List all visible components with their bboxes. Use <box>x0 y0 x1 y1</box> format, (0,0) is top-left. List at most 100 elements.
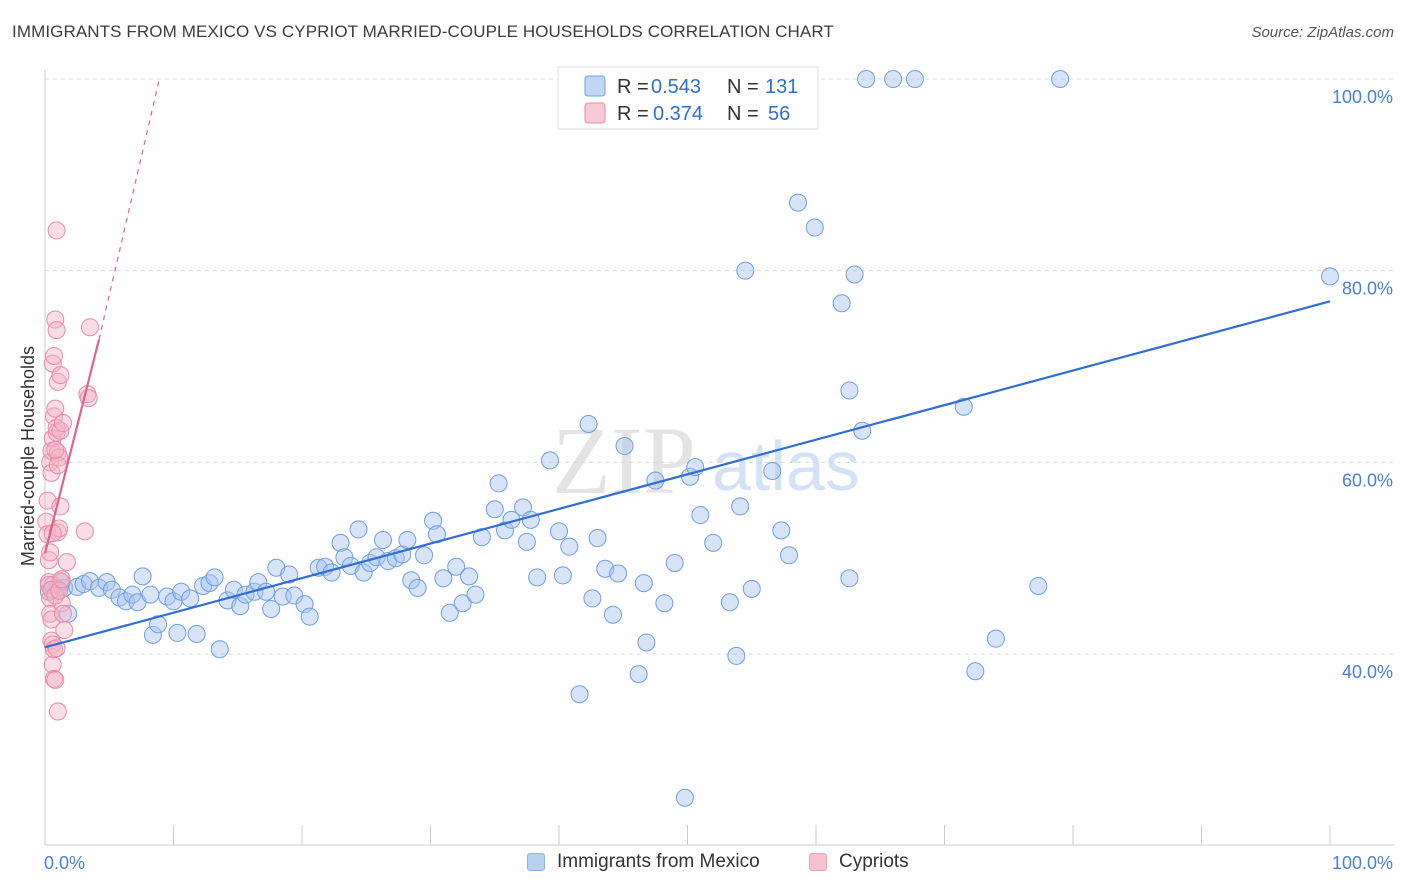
data-point-pink <box>53 414 72 433</box>
legend-n-value-pink: 56 <box>768 103 790 125</box>
data-point-blue <box>349 520 368 539</box>
series-immigrants-from-mexico <box>39 70 1339 807</box>
data-point-blue <box>675 788 694 807</box>
grid-lines <box>45 78 1395 655</box>
data-point-blue <box>588 529 607 548</box>
correlation-legend: R = 0.543 N = 131 R = 0.374 N = 56 <box>557 66 819 130</box>
data-point-pink <box>46 670 65 689</box>
data-point-pink <box>44 669 63 688</box>
legend-n-label-blue: N = <box>727 76 759 98</box>
data-point-blue <box>579 415 598 433</box>
x-tick-labels: 0.0% 100.0% <box>44 853 1393 873</box>
data-point-blue <box>373 530 392 549</box>
data-point-blue <box>354 563 373 582</box>
data-point-blue <box>415 546 434 565</box>
data-point-pink <box>44 346 63 365</box>
data-point-blue <box>231 597 250 616</box>
data-point-blue <box>485 500 504 519</box>
data-point-blue <box>629 665 648 684</box>
data-point-blue <box>181 589 200 608</box>
data-point-blue <box>603 605 622 624</box>
data-point-blue <box>453 594 472 613</box>
data-point-pink <box>42 463 61 482</box>
data-point-blue <box>440 603 459 622</box>
data-point-blue <box>634 574 653 593</box>
data-point-blue <box>408 578 427 597</box>
data-point-blue <box>262 599 281 618</box>
y-tick-label: 40.0% <box>1342 662 1393 682</box>
data-point-blue <box>224 580 243 599</box>
data-point-pink <box>47 221 66 240</box>
legend-swatch-pink <box>584 102 606 124</box>
legend-n-label-pink: N = <box>727 103 759 125</box>
data-point-blue <box>966 662 985 681</box>
data-point-blue <box>460 567 479 586</box>
y-tick-label: 80.0% <box>1342 279 1393 299</box>
data-point-blue <box>560 537 579 556</box>
y-tick-label: 100.0% <box>1332 87 1393 107</box>
data-point-blue <box>905 70 924 88</box>
data-point-blue <box>434 569 453 588</box>
data-point-blue <box>398 530 417 549</box>
legend-swatch-cypriots <box>809 853 827 871</box>
data-point-blue <box>402 571 421 590</box>
trend-line-blue <box>44 300 1331 649</box>
data-point-pink <box>48 702 67 721</box>
data-point-blue <box>727 646 746 665</box>
data-point-blue <box>424 511 443 530</box>
data-point-blue <box>1321 267 1339 286</box>
trend-line-pink <box>43 339 101 554</box>
series-cypriots <box>37 221 99 721</box>
data-point-blue <box>789 193 808 212</box>
data-point-blue <box>780 546 799 565</box>
data-point-pink <box>42 610 61 629</box>
data-point-blue <box>496 521 515 540</box>
data-point-pink <box>39 551 58 570</box>
legend-label-cypriots: Cypriots <box>839 851 909 872</box>
series-legend: Immigrants from Mexico Cypriots <box>0 851 1406 879</box>
data-point-blue <box>553 566 572 585</box>
data-point-blue <box>205 568 224 587</box>
data-point-blue <box>1029 576 1048 595</box>
data-point-blue <box>466 585 485 604</box>
data-point-pink <box>46 440 65 459</box>
data-point-blue <box>986 629 1005 648</box>
data-point-blue <box>736 261 755 280</box>
data-point-blue <box>720 593 739 612</box>
watermark-atlas: atlas <box>712 427 860 505</box>
data-point-blue <box>615 437 634 456</box>
data-point-blue <box>691 506 710 525</box>
data-point-blue <box>102 580 121 599</box>
legend-item-cypriots[interactable]: Cypriots <box>809 851 909 873</box>
legend-r-value-pink: 0.374 <box>653 103 703 125</box>
data-point-blue <box>331 533 350 552</box>
data-point-blue <box>143 625 162 644</box>
data-point-blue <box>954 397 973 416</box>
data-point-blue <box>655 594 674 613</box>
legend-label-mexico: Immigrants from Mexico <box>557 851 760 872</box>
x-tick-label: 0.0% <box>44 853 85 873</box>
legend-swatch-mexico <box>527 853 545 871</box>
legend-item-mexico[interactable]: Immigrants from Mexico <box>527 851 760 873</box>
y-tick-label: 60.0% <box>1342 470 1393 490</box>
data-point-blue <box>857 70 876 88</box>
legend-r-label-pink: R = <box>617 103 649 125</box>
data-point-blue <box>704 533 723 552</box>
y-tick-labels: 40.0% 60.0% 80.0% 100.0% <box>1332 87 1393 682</box>
data-point-blue <box>300 607 319 626</box>
data-point-blue <box>763 461 782 480</box>
data-point-blue <box>168 623 187 642</box>
legend-n-value-blue: 131 <box>765 76 798 98</box>
data-point-blue <box>845 265 864 284</box>
data-point-blue <box>742 579 761 598</box>
data-point-pink <box>41 604 60 623</box>
watermark-zip: ZIP <box>552 407 696 514</box>
trend-extension-pink <box>98 78 160 340</box>
data-point-blue <box>1051 70 1070 88</box>
data-point-blue <box>805 218 824 237</box>
data-point-blue <box>141 585 160 604</box>
data-point-pink <box>55 621 74 640</box>
data-point-blue <box>840 569 859 588</box>
data-point-blue <box>637 633 656 652</box>
